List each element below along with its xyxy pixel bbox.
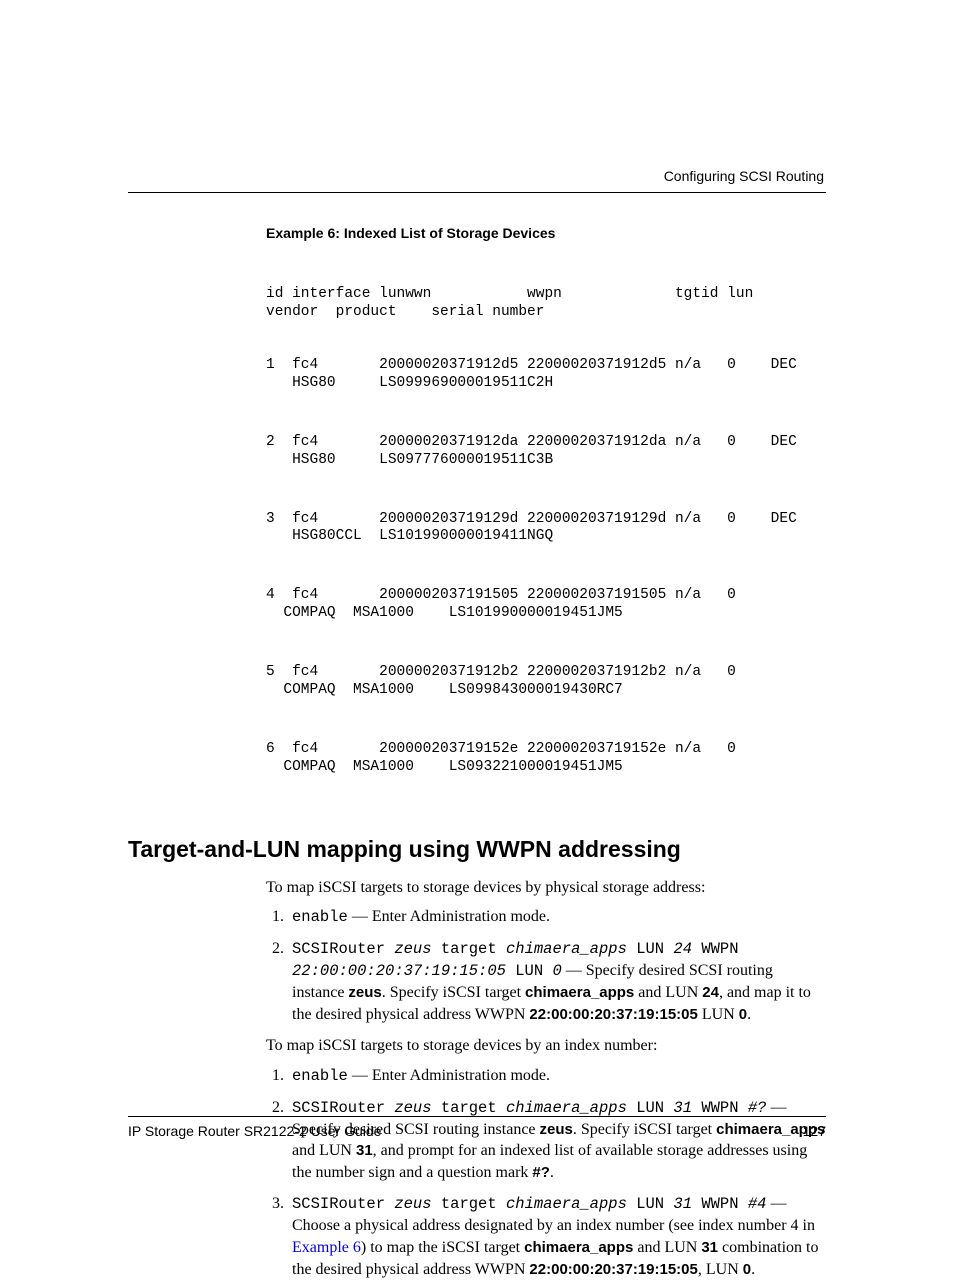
code-row-2: 2 fc4 20000020371912da 22000020371912da … bbox=[266, 434, 826, 469]
example-caption: Example 6: Indexed List of Storage Devic… bbox=[266, 225, 826, 241]
page-footer: IP Storage Router SR2122-2 User Guide 12… bbox=[128, 1116, 826, 1139]
intro-paragraph-2: To map iSCSI targets to storage devices … bbox=[266, 1035, 826, 1057]
header-section-title: Configuring SCSI Routing bbox=[664, 168, 824, 184]
example-6-link[interactable]: Example 6 bbox=[292, 1239, 361, 1256]
code-block: id interface lunwwn wwpn tgtid lunvendor… bbox=[266, 251, 826, 818]
code-row-6: 6 fc4 200000203719152e 220000203719152e … bbox=[266, 741, 826, 776]
list1-item2: SCSIRouter zeus target chimaera_apps LUN… bbox=[288, 938, 826, 1025]
code-row-1: 1 fc4 20000020371912d5 22000020371912d5 … bbox=[266, 357, 826, 392]
code-header-1: id interface lunwwn wwpn tgtid lun bbox=[266, 286, 826, 304]
footer-page-number: 127 bbox=[803, 1123, 826, 1139]
footer-rule bbox=[128, 1116, 826, 1117]
list2-item1: enable — Enter Administration mode. bbox=[288, 1065, 826, 1087]
section-heading: Target-and-LUN mapping using WWPN addres… bbox=[128, 836, 826, 863]
item1-rest: — Enter Administration mode. bbox=[348, 908, 550, 925]
list1-item1: enable — Enter Administration mode. bbox=[288, 906, 826, 928]
code-row-5: 5 fc4 20000020371912b2 22000020371912b2 … bbox=[266, 664, 826, 699]
list2-item2: SCSIRouter zeus target chimaera_apps LUN… bbox=[288, 1097, 826, 1184]
cmd-enable-2: enable bbox=[292, 1067, 348, 1085]
cmd-enable: enable bbox=[292, 908, 348, 926]
header-rule bbox=[128, 192, 826, 193]
code-header-2: vendor product serial number bbox=[266, 304, 826, 322]
code-row-4: 4 fc4 2000002037191505 2200002037191505 … bbox=[266, 587, 826, 622]
procedure-list-1: enable — Enter Administration mode. SCSI… bbox=[266, 906, 826, 1025]
intro-paragraph-1: To map iSCSI targets to storage devices … bbox=[266, 877, 826, 899]
procedure-list-2: enable — Enter Administration mode. SCSI… bbox=[266, 1065, 826, 1280]
code-row-3: 3 fc4 200000203719129d 220000203719129d … bbox=[266, 511, 826, 546]
list2-item3: SCSIRouter zeus target chimaera_apps LUN… bbox=[288, 1193, 826, 1280]
footer-book-title: IP Storage Router SR2122-2 User Guide bbox=[128, 1123, 381, 1139]
